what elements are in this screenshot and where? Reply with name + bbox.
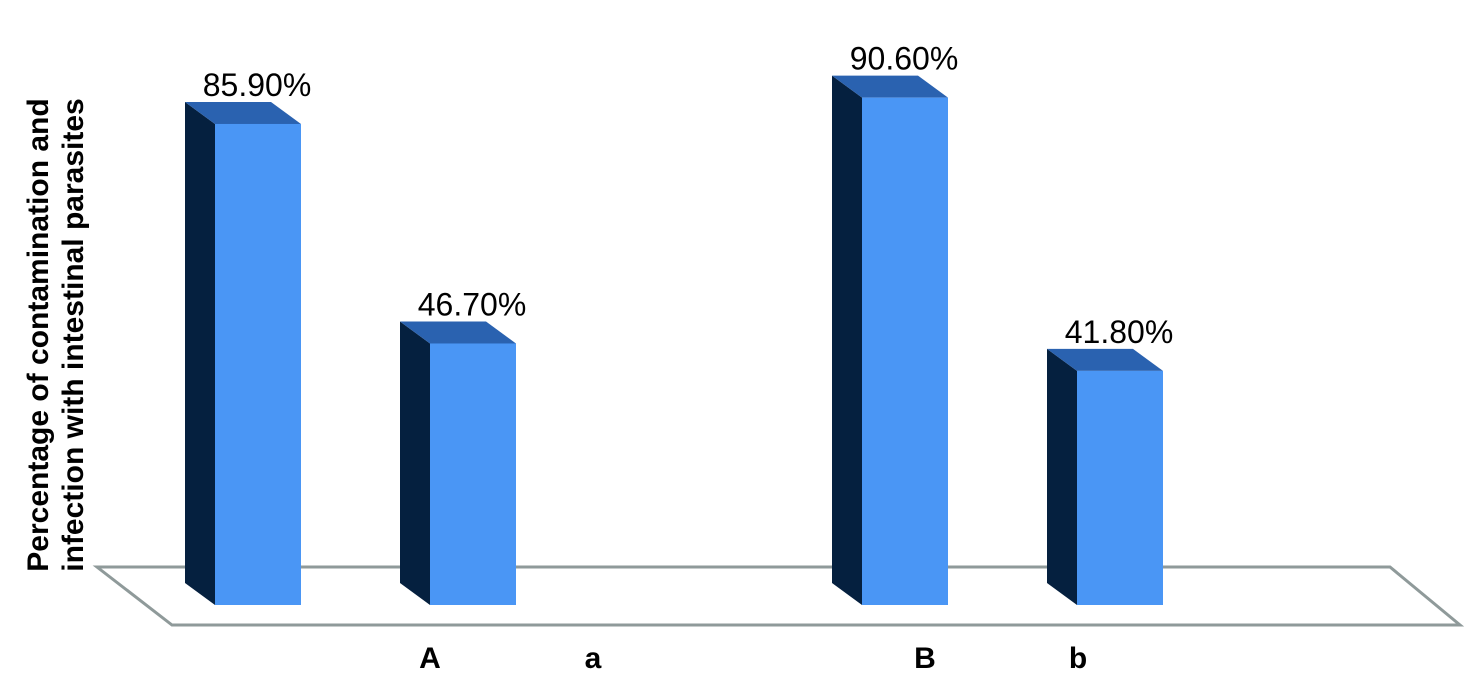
bar-2	[400, 321, 516, 605]
bar-3-front	[862, 97, 948, 605]
x-tick-label-4: b	[1069, 642, 1087, 670]
x-tick-label-1: A	[419, 642, 441, 670]
bar-3	[832, 75, 948, 605]
data-label-2: 46.70%	[418, 286, 527, 322]
bar-4	[1047, 348, 1163, 605]
bar-1-top	[185, 101, 301, 124]
x-tick-label-2: a	[585, 642, 602, 670]
bar-3-top	[832, 75, 948, 98]
bars-layer	[185, 75, 1163, 606]
bar-4-front	[1077, 370, 1163, 605]
x-tick-label-3: B	[914, 642, 936, 670]
data-label-3: 90.60%	[850, 41, 959, 77]
bar-1	[185, 101, 301, 606]
bar-3-side	[832, 75, 862, 605]
y-axis-label-line-2: infection with intestinal parasites	[57, 98, 90, 571]
data-label-4: 41.80%	[1065, 314, 1174, 350]
data-label-1: 85.90%	[203, 67, 312, 103]
bar-4-side	[1047, 348, 1077, 605]
chart-floor	[92, 565, 1465, 627]
bar-2-top	[400, 321, 516, 344]
y-axis-label-line-1: Percentage of contamination and	[22, 98, 55, 571]
bar-1-side	[185, 101, 215, 606]
bar-1-front	[215, 123, 301, 606]
y-axis-label: Percentage of contamination and infectio…	[22, 98, 90, 571]
bar-2-side	[400, 321, 430, 605]
bar-4-top	[1047, 348, 1163, 371]
bar-2-front	[430, 343, 516, 605]
data-labels-layer: 85.90% 46.70% 90.60% 41.80%	[203, 41, 1174, 350]
